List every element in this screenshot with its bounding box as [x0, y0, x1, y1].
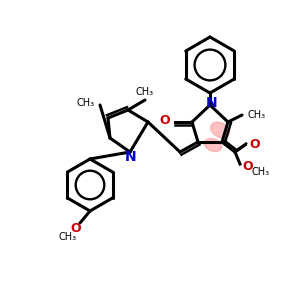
- Text: O: O: [71, 223, 81, 236]
- Text: CH₃: CH₃: [59, 232, 77, 242]
- Text: CH₃: CH₃: [247, 110, 265, 120]
- Text: N: N: [206, 96, 218, 110]
- Ellipse shape: [211, 122, 229, 138]
- Text: CH₃: CH₃: [136, 87, 154, 97]
- Text: O: O: [242, 160, 253, 173]
- Text: O: O: [160, 113, 170, 127]
- Text: O: O: [249, 139, 260, 152]
- Text: CH₃: CH₃: [252, 167, 270, 177]
- Text: CH₃: CH₃: [77, 98, 95, 108]
- Text: N: N: [125, 150, 137, 164]
- Ellipse shape: [204, 139, 222, 152]
